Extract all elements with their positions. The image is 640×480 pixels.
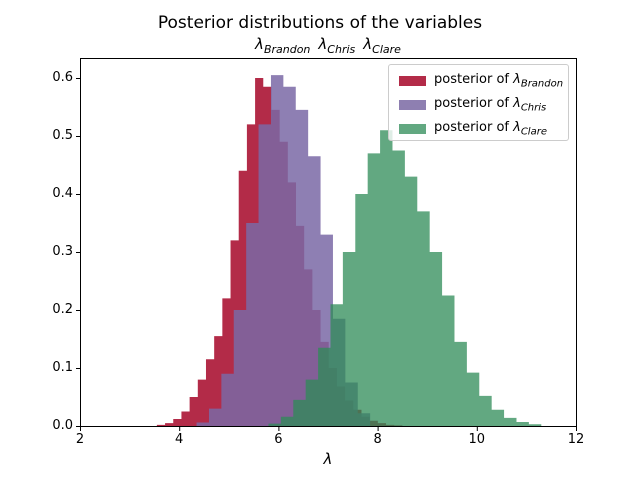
lambda-symbol: λ [318,35,328,53]
subtitle-subscript: Clare [372,43,401,56]
lambda-symbol: λ [513,96,521,112]
axes-spines [80,58,577,427]
histogram-chris [196,75,371,427]
x-tick-label: 6 [274,432,283,447]
y-tick-label: 0.0 [52,418,73,433]
y-tick-label: 0.5 [52,128,73,143]
subtitle-subscript: Chris [327,43,356,56]
figure-subtitle: λBrandon λChris λClare [80,34,576,60]
lambda-symbol: λ [255,35,264,53]
histogram-clare [268,130,542,426]
legend-label-clare: posterior of λClare [434,120,547,138]
legend-item-clare: posterior of λClare [389,117,568,141]
lambda-symbol: λ [513,120,521,136]
lambda-symbol: λ [513,72,521,88]
legend-prefix: posterior of [434,96,514,112]
legend-label-brandon: posterior of λBrandon [434,72,563,90]
legend-subscript: Brandon [520,78,564,90]
legend-swatch-brandon [399,76,426,86]
subtitle-lambda-clare: λClare [363,34,401,60]
x-tick-label: 2 [75,432,85,447]
x-tick-label: 8 [373,432,382,447]
x-axis-label: λ [323,450,333,468]
y-tick-label: 0.4 [52,186,73,201]
x-tick-label: 4 [175,432,184,447]
legend-item-chris: posterior of λChris [389,93,568,117]
y-tick-label: 0.1 [52,360,73,375]
figure-title: Posterior distributions of the variables [157,13,483,33]
lambda-symbol: λ [363,35,373,53]
legend-item-brandon: posterior of λBrandon [389,69,568,93]
legend-subscript: Clare [520,126,547,138]
legend-swatch-clare [399,124,426,134]
x-tick-label: 10 [468,432,486,447]
x-tick-label: 12 [567,432,585,447]
legend-prefix: posterior of [434,72,514,88]
legend: posterior of λBrandon posterior of λChri… [388,64,569,141]
subtitle-subscript: Brandon [263,43,311,56]
legend-prefix: posterior of [434,120,514,136]
legend-label-chris: posterior of λChris [434,96,546,114]
y-tick-label: 0.6 [52,70,73,85]
legend-swatch-chris [399,100,426,110]
y-tick-label: 0.3 [52,244,73,259]
legend-subscript: Chris [520,102,547,114]
subtitle-lambda-brandon: λBrandon [255,34,310,60]
y-tick-label: 0.2 [52,302,73,317]
subtitle-lambda-chris: λChris [318,34,355,60]
